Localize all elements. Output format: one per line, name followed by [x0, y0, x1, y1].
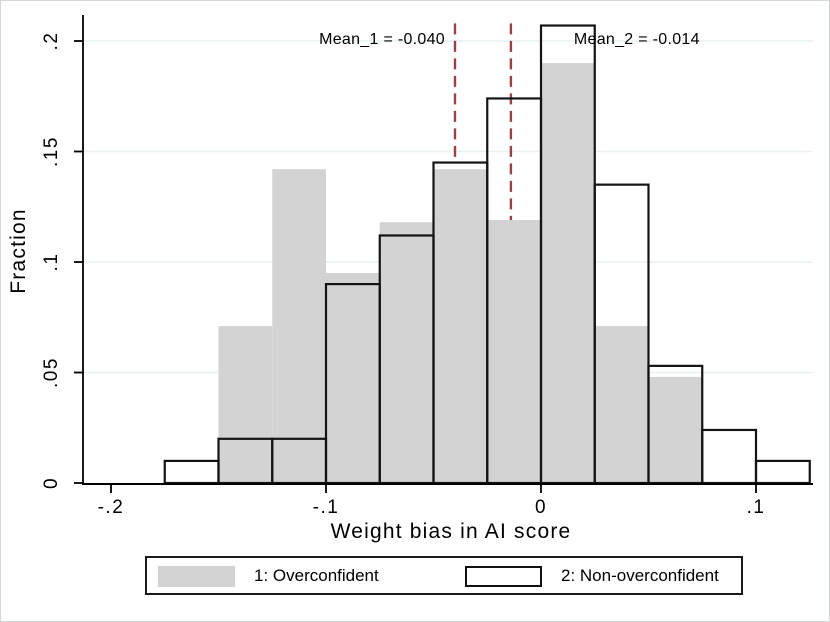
x-tick-label: .1	[747, 497, 766, 518]
legend: 1: Overconfident 2: Non-overconfident	[145, 556, 743, 595]
y-axis-title: Fraction	[7, 208, 30, 293]
x-tick-label: -.2	[98, 497, 125, 518]
legend-label-non-overconfident: 2: Non-overconfident	[561, 566, 719, 585]
histogram-bar-overconfident	[541, 63, 595, 483]
histogram-bar-non-overconfident	[701, 428, 758, 485]
histogram-bar-overconfident	[487, 220, 541, 483]
histogram-bar-overconfident	[379, 222, 434, 483]
histogram-bar-overconfident	[648, 376, 703, 483]
histogram-bar-non-overconfident	[163, 459, 220, 485]
legend-white-outlined-swatch	[465, 566, 542, 587]
histogram-bar-overconfident	[218, 326, 273, 483]
y-tick-label: .2	[41, 32, 62, 51]
histogram-bar-overconfident	[594, 326, 649, 483]
y-tick-label: 0	[41, 477, 62, 489]
x-axis-title: Weight bias in AI score	[331, 520, 572, 543]
legend-gray-filled-swatch	[158, 566, 235, 587]
x-tick-label: -.1	[313, 497, 340, 518]
mean1-annotation: Mean_1 = -0.040	[319, 31, 445, 48]
y-tick-label: .05	[41, 357, 62, 388]
mean2-annotation: Mean_2 = -0.014	[574, 31, 700, 48]
y-tick-label: .1	[41, 253, 62, 272]
histogram-bar-overconfident	[326, 273, 380, 483]
histogram-bar-overconfident	[433, 169, 488, 483]
histogram-bar-non-overconfident	[754, 459, 811, 485]
histogram-bar-overconfident	[272, 169, 326, 483]
x-tick-label: 0	[535, 497, 547, 518]
legend-label-overconfident: 1: Overconfident	[254, 566, 379, 585]
y-tick-label: .15	[41, 136, 62, 167]
